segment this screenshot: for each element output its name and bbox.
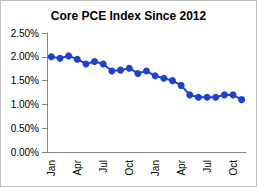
svg-text:Jul: Jul [202, 160, 213, 173]
svg-text:Oct: Oct [228, 160, 239, 176]
svg-text:Apr: Apr [176, 159, 187, 175]
svg-text:Jan: Jan [46, 160, 57, 176]
svg-text:Oct: Oct [124, 160, 135, 176]
svg-text:0.50%: 0.50% [11, 123, 39, 134]
svg-text:Apr: Apr [72, 159, 83, 175]
svg-text:Jan: Jan [150, 160, 161, 176]
svg-text:1.50%: 1.50% [11, 75, 39, 86]
svg-text:2.50%: 2.50% [11, 28, 39, 39]
svg-text:0.00%: 0.00% [11, 147, 39, 158]
svg-text:1.00%: 1.00% [11, 99, 39, 110]
svg-text:Jul: Jul [98, 160, 109, 173]
svg-text:Core PCE Index Since 2012: Core PCE Index Since 2012 [51, 9, 207, 23]
svg-text:2.00%: 2.00% [11, 51, 39, 62]
